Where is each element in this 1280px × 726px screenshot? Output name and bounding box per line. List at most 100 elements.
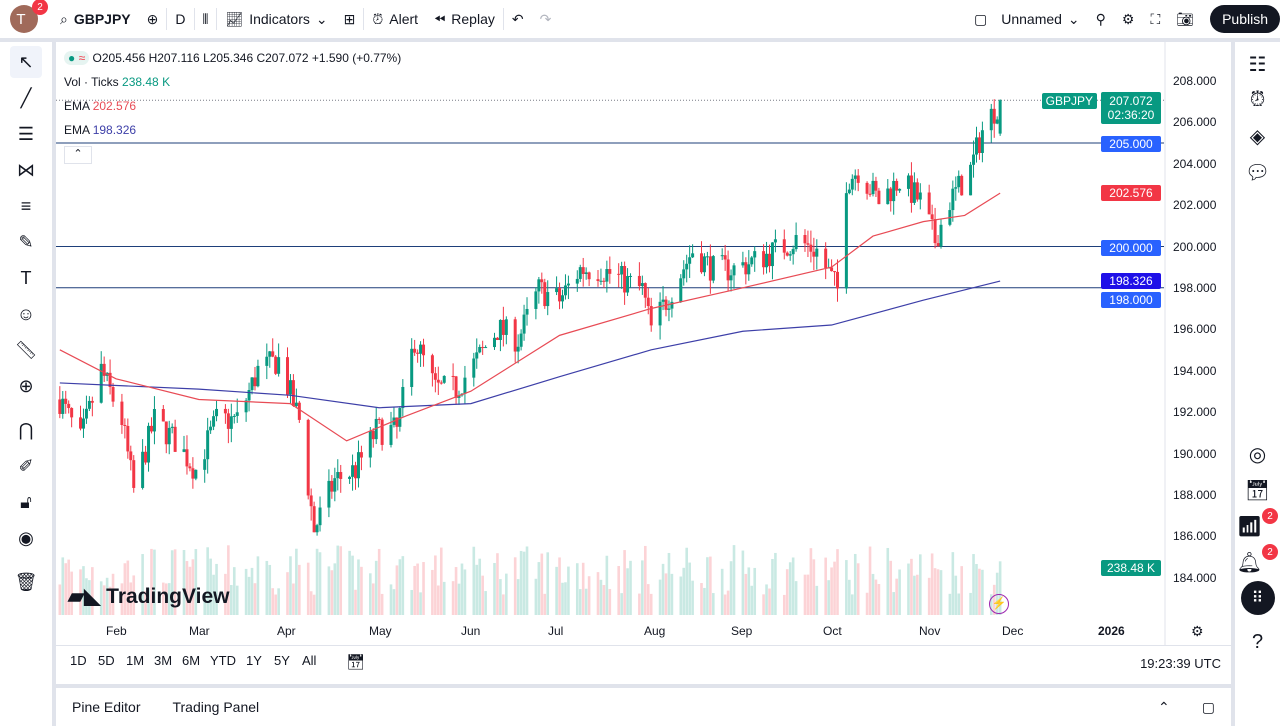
candle[interactable] <box>161 409 165 422</box>
candle[interactable] <box>120 401 124 425</box>
layout-button[interactable]: ▢ Unnamed ⌄ <box>973 10 1080 28</box>
candle[interactable] <box>909 175 913 203</box>
candle[interactable] <box>608 269 612 274</box>
candle[interactable] <box>661 299 665 302</box>
candle[interactable] <box>126 425 130 452</box>
candle[interactable] <box>974 137 978 155</box>
candle[interactable] <box>318 507 322 526</box>
candle[interactable] <box>79 417 83 429</box>
range-3m[interactable]: 3M <box>154 653 173 668</box>
candle[interactable] <box>244 400 248 413</box>
collapse-panel-icon[interactable]: ⌃ <box>1158 698 1170 715</box>
candle[interactable] <box>566 283 570 286</box>
candle[interactable] <box>578 267 582 279</box>
candle[interactable] <box>540 279 544 283</box>
candle[interactable] <box>782 239 786 253</box>
candle[interactable] <box>525 308 529 315</box>
cursor-icon[interactable]: ↖ <box>10 46 42 78</box>
pattern-icon[interactable]: ⋈ <box>17 159 35 180</box>
trash-icon[interactable]: 🗑︎ <box>14 571 38 592</box>
candle[interactable] <box>188 466 192 469</box>
candle[interactable] <box>726 259 730 281</box>
candle[interactable] <box>617 273 621 275</box>
trend-line-icon[interactable]: ╱ <box>20 87 32 108</box>
candle[interactable] <box>522 314 526 334</box>
candle[interactable] <box>688 257 692 264</box>
candle[interactable] <box>265 356 269 366</box>
candle[interactable] <box>294 402 298 407</box>
candle[interactable] <box>442 375 446 383</box>
axis-settings-icon[interactable]: ⚙ <box>1191 623 1204 639</box>
candle[interactable] <box>67 403 71 409</box>
snapshot-button[interactable]: 📷︎ <box>1168 0 1202 38</box>
candle[interactable] <box>685 263 689 270</box>
candle[interactable] <box>744 262 748 275</box>
candle[interactable] <box>977 137 981 153</box>
candle[interactable] <box>637 275 641 287</box>
candle[interactable] <box>806 243 810 245</box>
candle[interactable] <box>643 283 647 298</box>
candle[interactable] <box>519 333 523 347</box>
candle[interactable] <box>286 357 290 395</box>
candle[interactable] <box>368 430 372 458</box>
candle[interactable] <box>61 398 65 414</box>
candle[interactable] <box>99 363 103 403</box>
candle[interactable] <box>555 288 559 293</box>
candle[interactable] <box>951 188 955 211</box>
candle[interactable] <box>268 351 272 357</box>
candle[interactable] <box>889 188 893 202</box>
candle[interactable] <box>516 346 520 352</box>
candle[interactable] <box>605 269 609 282</box>
candle[interactable] <box>203 459 207 470</box>
date-range-icon[interactable]: 📅︎ <box>346 654 366 671</box>
zoom-icon[interactable]: ⊕ <box>18 375 34 396</box>
candle[interactable] <box>451 375 455 377</box>
eye-icon[interactable]: ◉ <box>18 527 34 548</box>
candle[interactable] <box>892 180 896 202</box>
calendar-icon[interactable]: 📅︎ <box>1244 479 1271 502</box>
candle[interactable] <box>912 182 916 203</box>
emoji-icon[interactable]: ☺ <box>16 303 36 324</box>
candle[interactable] <box>147 425 151 463</box>
candle[interactable] <box>81 418 85 429</box>
watchlist-icon[interactable]: ☷ <box>1248 53 1267 76</box>
tab-pine-editor[interactable]: Pine Editor <box>72 699 141 715</box>
candle[interactable] <box>247 390 251 401</box>
candle[interactable] <box>380 419 384 445</box>
candle[interactable] <box>933 219 937 244</box>
redo-button[interactable]: ↷ <box>539 10 552 27</box>
candle[interactable] <box>152 409 156 432</box>
candle[interactable] <box>354 465 358 479</box>
ruler-icon[interactable]: 📏︎ <box>14 339 38 360</box>
candle[interactable] <box>229 416 233 429</box>
lock-drawings-icon[interactable]: ✐ <box>18 455 34 476</box>
candle[interactable] <box>969 164 973 196</box>
candle[interactable] <box>223 408 227 414</box>
candle[interactable] <box>765 253 769 268</box>
candle[interactable] <box>558 288 562 302</box>
alert-button[interactable]: ⏰︎ Alert <box>372 10 419 28</box>
candle[interactable] <box>141 451 145 488</box>
quick-search-button[interactable]: ⚲ <box>1095 10 1106 27</box>
candle[interactable] <box>898 188 902 191</box>
candle[interactable] <box>333 478 337 492</box>
candle[interactable] <box>439 382 443 384</box>
candle[interactable] <box>906 175 910 189</box>
candle[interactable] <box>836 271 840 289</box>
candle[interactable] <box>640 283 644 287</box>
candle[interactable] <box>271 351 275 357</box>
brush-icon[interactable]: ✎ <box>18 231 34 252</box>
candle[interactable] <box>980 130 984 153</box>
notifications-bell-icon[interactable]: 🔔︎ 2 <box>1235 544 1280 580</box>
candle[interactable] <box>972 154 976 165</box>
candle[interactable] <box>64 398 68 404</box>
candle[interactable] <box>537 279 541 292</box>
range-1d[interactable]: 1D <box>70 653 87 668</box>
candle[interactable] <box>191 468 195 479</box>
candle[interactable] <box>457 395 461 398</box>
candle[interactable] <box>936 243 940 247</box>
candle[interactable] <box>546 292 550 307</box>
candle[interactable] <box>253 377 257 387</box>
candle[interactable] <box>853 175 857 179</box>
candle[interactable] <box>954 187 958 189</box>
